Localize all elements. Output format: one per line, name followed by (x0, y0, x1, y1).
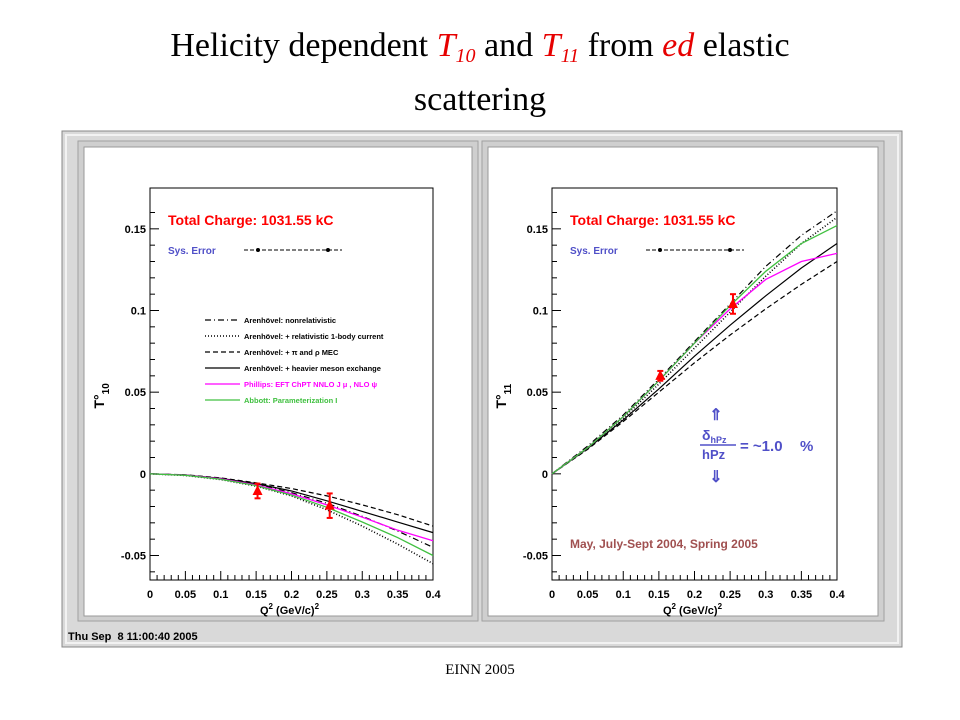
title-ed: ed (662, 27, 695, 64)
title-t11: T11 (541, 27, 580, 67)
x-axis-label: Q2 (GeV/c)2 (260, 602, 320, 617)
data-point (727, 297, 738, 308)
data-point (655, 369, 666, 380)
y-tick-label: 0 (542, 469, 548, 481)
title-elastic: elastic (694, 27, 790, 64)
right-plot: 0 0.05 0.1 0.15 0.2 0.25 0.3 0.35 0.4 -0.05 0 0.05 0… (493, 187, 846, 617)
up-arrow-icon: ⇑ (709, 407, 722, 424)
series-curve (551, 210, 838, 475)
left-pad (83, 146, 473, 617)
sys-error-label: Sys. Error (570, 246, 618, 257)
total-charge-label: Total Charge: 1031.55 kC (168, 212, 333, 228)
down-arrow-icon: ⇓ (709, 469, 722, 486)
total-charge-label: Total Charge: 1031.55 kC (570, 212, 735, 228)
data-point (324, 499, 335, 510)
x-tick-label: 0.15 (648, 589, 669, 601)
title-from: from (579, 27, 663, 64)
title-t11-sub: 11 (560, 45, 580, 67)
data-point (252, 484, 263, 495)
legend-label: Arenhövel: + heavier meson exchange (244, 364, 381, 373)
x-tick-label: 0.3 (758, 589, 773, 601)
delta-numerator: δhPz (702, 427, 727, 445)
date-range-label: May, July-Sept 2004, Spring 2005 (570, 537, 758, 551)
x-tick-label: 0.35 (791, 589, 812, 601)
x-tick-label: 0.2 (687, 589, 702, 601)
footer-text: EINN 2005 (445, 662, 515, 678)
y-axis-label: T°10 (91, 383, 112, 409)
x-tick-label: 0 (549, 589, 555, 601)
x-tick-label: 0.1 (616, 589, 631, 601)
x-tick-label: 0.4 (425, 589, 441, 601)
sys-error-label: Sys. Error (168, 246, 216, 257)
y-tick-label: 0 (140, 469, 146, 481)
sys-error-marker (326, 248, 330, 252)
series-curve (149, 473, 434, 557)
x-tick-label: 0.05 (577, 589, 598, 601)
title-t11-letter: T (541, 27, 561, 64)
x-tick-label: 0.05 (175, 589, 196, 601)
legend-label: Arenhövel: nonrelativistic (244, 316, 336, 325)
x-tick-label: 0.35 (387, 589, 408, 601)
title-text-a: Helicity dependent (170, 27, 437, 64)
slide-title: Helicity dependent T10 and T11 from ed e… (0, 24, 960, 122)
y-tick-label: -0.05 (523, 551, 548, 563)
legend-label: Abbott: Parameterization I (244, 396, 337, 405)
sys-error-marker (658, 248, 662, 252)
series-curve (551, 224, 838, 475)
title-t10-letter: T (436, 27, 456, 64)
series-curve (551, 243, 838, 475)
series-curve (551, 260, 838, 475)
x-axis-label: Q2 (GeV/c)2 (663, 602, 723, 617)
legend-label: Arenhövel: + π and ρ MEC (244, 348, 339, 357)
sys-error-marker (256, 248, 260, 252)
sys-error-marker (728, 248, 732, 252)
legend-label: Phillips: EFT ChPT NNLO J μ , NLO ψ (244, 380, 378, 389)
y-tick-label: 0.1 (533, 306, 548, 318)
y-tick-label: 0.05 (527, 387, 548, 399)
y-tick-label: -0.05 (121, 551, 146, 563)
x-tick-label: 0.15 (245, 589, 266, 601)
x-tick-label: 0.3 (355, 589, 370, 601)
x-tick-label: 0.1 (213, 589, 228, 601)
y-tick-label: 0.1 (131, 306, 146, 318)
y-tick-label: 0.15 (125, 224, 146, 236)
delta-denominator: hPz (702, 447, 726, 462)
title-t10: T10 (436, 27, 476, 67)
y-axis-label: T°11 (493, 383, 514, 408)
y-tick-label: 0.05 (125, 387, 146, 399)
canvas-frame-inner (65, 134, 899, 644)
y-tick-label: 0.15 (527, 224, 548, 236)
title-line2: scattering (413, 81, 547, 118)
delta-unit: % (800, 438, 813, 455)
delta-value: = ~1.0 (740, 438, 783, 455)
legend-label: Arenhövel: + relativistic 1-body current (244, 332, 384, 341)
x-tick-label: 0.4 (829, 589, 845, 601)
timestamp: Thu Sep 8 11:00:40 2005 (68, 631, 198, 643)
right-pad (487, 146, 879, 617)
x-tick-label: 0.25 (316, 589, 337, 601)
title-and: and (475, 27, 542, 64)
x-tick-label: 0.25 (719, 589, 740, 601)
left-plot: 0 0.05 0.1 0.15 0.2 0.25 0.3 0.35 0.4 -0.05 0 0.05 0… (91, 187, 442, 617)
x-tick-label: 0 (147, 589, 153, 601)
title-t10-sub: 10 (455, 45, 476, 67)
x-tick-label: 0.2 (284, 589, 299, 601)
